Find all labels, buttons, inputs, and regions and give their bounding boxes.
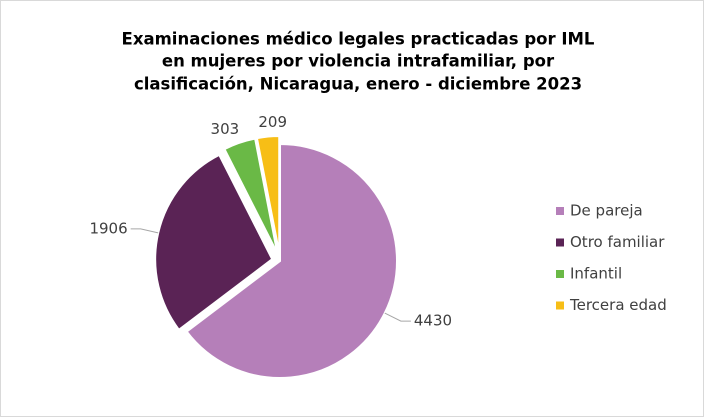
chart-title: clasificación, Nicaragua, enero - diciem… [134, 75, 582, 94]
pie-slice [255, 135, 281, 254]
legend-swatch [556, 301, 564, 310]
legend-label: Otro familiar [570, 233, 665, 251]
data-label: 4430 [414, 312, 452, 330]
pie-slice [223, 137, 279, 254]
chart-title: Examinaciones médico legales practicadas… [122, 30, 595, 49]
data-label: 1906 [89, 219, 127, 237]
data-label: 209 [258, 113, 287, 131]
pie-slice [185, 142, 398, 379]
pie-slice [154, 153, 274, 332]
legend-swatch [556, 238, 564, 247]
legend-swatch [556, 270, 564, 278]
legend-label: Infantil [570, 265, 622, 283]
leader-line [130, 228, 159, 234]
chart-title: en mujeres por violencia intrafamiliar, … [162, 52, 555, 71]
legend-swatch [556, 207, 564, 215]
leader-line [384, 312, 411, 322]
legend-label: Tercera edad [569, 296, 667, 314]
legend-label: De pareja [570, 202, 643, 220]
data-label: 303 [211, 120, 240, 138]
